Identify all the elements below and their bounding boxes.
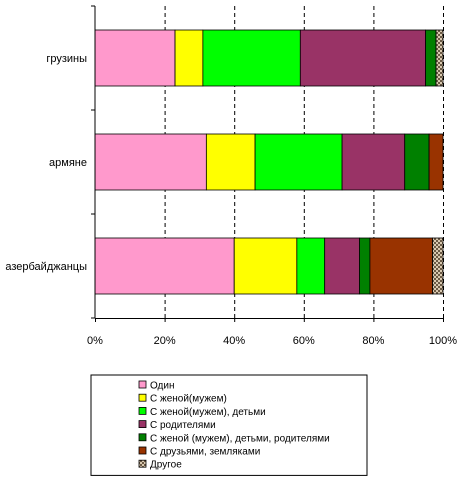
x-tick-label: 40% xyxy=(223,335,245,347)
bar-segment xyxy=(202,29,301,87)
x-tick-label: 20% xyxy=(154,335,176,347)
legend-label: С женой (мужем), детьми, родителями xyxy=(150,433,330,444)
bar-segment xyxy=(435,29,444,87)
legend-label: С друзьями, земляками xyxy=(150,447,260,458)
bar-segment xyxy=(359,237,371,295)
x-tick-label: 80% xyxy=(362,335,384,347)
x-tick-label: 100% xyxy=(429,335,457,347)
legend-swatch xyxy=(138,433,147,442)
x-tick-label: 0% xyxy=(87,335,103,347)
bars xyxy=(94,29,444,295)
legend-label: Другое xyxy=(150,460,182,471)
legend-label: С родителями xyxy=(150,420,216,431)
bar-segment xyxy=(94,237,235,295)
bar-segment xyxy=(428,133,444,191)
bar-segment xyxy=(425,29,437,87)
bar-segment xyxy=(174,29,204,87)
category-label: грузины xyxy=(46,53,87,65)
legend-label: Один xyxy=(150,381,175,392)
bar-segment xyxy=(432,237,444,295)
bar-segment xyxy=(404,133,430,191)
legend-box xyxy=(90,374,368,476)
legend-label: С женой(мужем), детьми xyxy=(150,407,266,418)
legend-swatch xyxy=(138,406,147,415)
legend-label: С женой(мужем) xyxy=(150,394,227,405)
bar-segment xyxy=(296,237,326,295)
bar-segment xyxy=(299,29,427,87)
legend-swatch xyxy=(138,420,147,429)
bar-segment xyxy=(254,133,343,191)
bar-segment xyxy=(233,237,298,295)
x-tick-label: 60% xyxy=(293,335,315,347)
legend-swatch xyxy=(138,459,147,468)
legend: Один С женой(мужем) С женой(мужем), детьми… xyxy=(90,374,368,476)
bar-segment xyxy=(94,133,207,191)
x-tick-labels: 0% 20% 40% 60% 80% 100% xyxy=(87,335,457,347)
axes xyxy=(91,5,444,322)
category-labels: грузины армяне азербайджанцы xyxy=(5,53,87,273)
legend-swatch xyxy=(138,393,147,402)
legend-swatch xyxy=(138,446,147,455)
category-label: азербайджанцы xyxy=(5,261,87,273)
bar-segment xyxy=(205,133,256,191)
legend-swatch xyxy=(138,380,147,389)
bar-segment xyxy=(94,29,176,87)
category-label: армяне xyxy=(49,157,87,169)
bar-segment xyxy=(369,237,433,295)
bar-segment xyxy=(324,237,360,295)
bar-segment xyxy=(341,133,406,191)
